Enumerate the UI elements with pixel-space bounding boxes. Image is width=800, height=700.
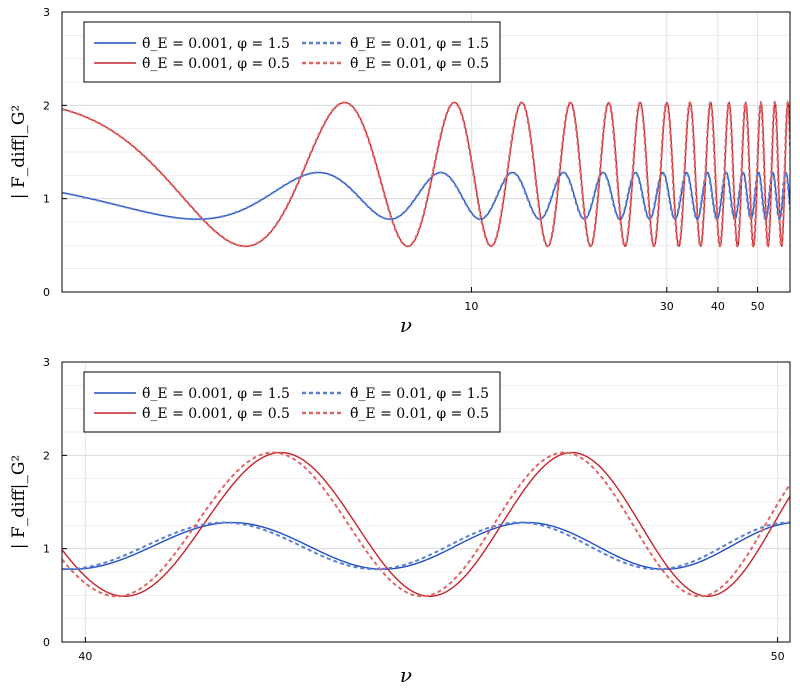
y-tick-label: 1 [43, 193, 50, 206]
x-tick-label: 10 [464, 300, 478, 313]
x-tick-label: 40 [78, 650, 92, 663]
y-axis-label: | F_diff|_G² [9, 105, 29, 199]
chart-top: 0 1 2 3 10 30 40 50 ν | F_diff|_G² θ̃_E = 0.001, φ… [9, 6, 791, 337]
series-line-0 [62, 521, 790, 570]
series-line-1 [62, 101, 790, 248]
legend: θ̃_E = 0.001, φ = 1.5 θ̃_E = 0.01, φ = 1.… [83, 371, 501, 433]
series-line-1 [62, 451, 790, 597]
legend-entry: θ̃_E = 0.01, φ = 1.5 [350, 36, 489, 52]
legend-entry: θ̃_E = 0.001, φ = 1.5 [142, 386, 290, 402]
plot-frame [61, 11, 791, 293]
y-tick-label: 3 [43, 356, 50, 369]
series-line-0 [62, 171, 790, 220]
chart-bottom: 0 1 2 3 40 50 ν | F_diff|_G² θ̃_E = 0.001, φ = 1… [9, 356, 791, 687]
y-tick-label: 1 [43, 543, 50, 556]
x-tick-label: 50 [751, 300, 765, 313]
y-tick-label: 3 [43, 6, 50, 19]
legend-entry: θ̃_E = 0.01, φ = 0.5 [350, 406, 489, 422]
y-tick-label: 0 [43, 286, 50, 299]
series-group [62, 451, 790, 598]
y-tick-label: 2 [43, 449, 50, 462]
series-line-2 [62, 521, 790, 571]
y-tick-label: 0 [43, 636, 50, 649]
y-axis-label: | F_diff|_G² [9, 455, 29, 549]
plot-frame [61, 361, 791, 643]
legend-entry: θ̃_E = 0.01, φ = 1.5 [350, 386, 489, 402]
legend: θ̃_E = 0.001, φ = 1.5 θ̃_E = 0.01, φ = 1.… [83, 21, 501, 83]
legend-entry: θ̃_E = 0.001, φ = 1.5 [142, 36, 290, 52]
legend-entry: θ̃_E = 0.001, φ = 0.5 [142, 406, 290, 422]
legend-entry: θ̃_E = 0.01, φ = 0.5 [350, 56, 489, 72]
series-line-2 [62, 171, 790, 221]
x-axis-label: ν [400, 663, 412, 687]
x-tick-label: 50 [771, 650, 785, 663]
x-tick-label: 30 [660, 300, 674, 313]
x-axis-label: ν [400, 313, 412, 337]
series-line-3 [62, 99, 790, 249]
series-group [62, 99, 790, 249]
series-line-3 [62, 451, 790, 598]
x-tick-label: 40 [711, 300, 725, 313]
y-tick-label: 2 [43, 99, 50, 112]
legend-entry: θ̃_E = 0.001, φ = 0.5 [142, 56, 290, 72]
